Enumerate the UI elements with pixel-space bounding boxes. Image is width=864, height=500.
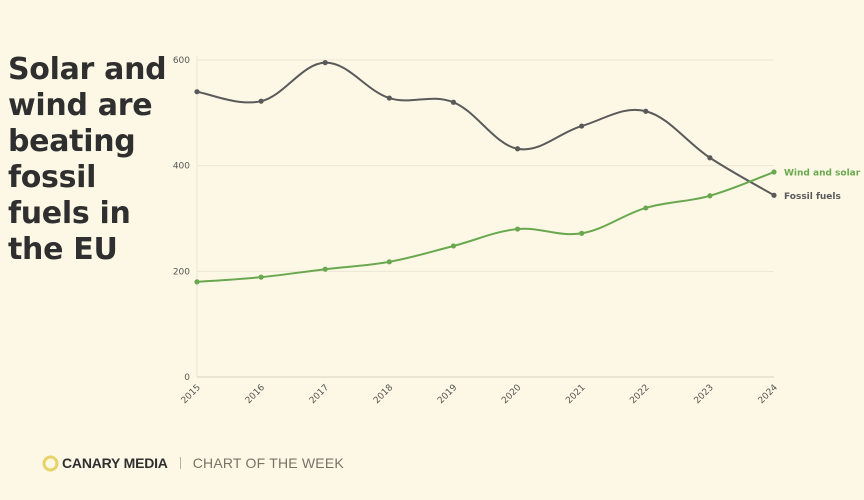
data-point-wind-and-solar (514, 226, 521, 232)
y-tick-label: 200 (173, 267, 190, 277)
data-point-fossil-fuels (386, 95, 392, 101)
data-point-wind-and-solar (322, 266, 328, 272)
x-tick-label: 2017 (308, 383, 331, 406)
x-tick-label: 2019 (436, 383, 459, 406)
data-point-wind-and-solar (450, 243, 457, 249)
footer-tagline: CHART OF THE WEEK (192, 455, 344, 471)
y-tick-label: 600 (173, 56, 190, 66)
data-point-fossil-fuels (322, 60, 328, 66)
x-tick-label: 2022 (628, 383, 651, 406)
y-axis-ticks: 0 200 400 600 (173, 56, 190, 383)
brand-name: CANARY MEDIA (62, 455, 168, 471)
series-labels: Fossil fuels Wind and solar (784, 169, 861, 202)
data-point-fossil-fuels (514, 146, 521, 152)
chart-grid (196, 56, 774, 378)
y-tick-label: 0 (184, 373, 190, 383)
data-point-fossil-fuels (771, 192, 777, 198)
data-point-wind-and-solar (386, 259, 392, 265)
x-tick-label: 2021 (564, 383, 587, 406)
headline: Solar and wind are beating fossil fuels … (8, 52, 167, 267)
series-lines (194, 60, 777, 285)
data-point-wind-and-solar (258, 274, 264, 280)
data-point-wind-and-solar (707, 193, 713, 199)
series-line-fossil-fuels (196, 61, 775, 197)
footer-divider (179, 457, 181, 469)
data-point-fossil-fuels (194, 89, 200, 95)
series-label-fossil-fuels: Fossil fuels (784, 192, 841, 202)
x-tick-label: 2023 (693, 383, 716, 406)
data-point-wind-and-solar (194, 279, 200, 285)
series-line-wind-and-solar (196, 171, 775, 283)
data-point-wind-and-solar (579, 230, 585, 236)
data-point-fossil-fuels (258, 98, 264, 104)
x-tick-label: 2024 (757, 383, 780, 406)
x-tick-label: 2015 (180, 383, 203, 406)
series-label-wind-and-solar: Wind and solar (784, 169, 861, 179)
data-point-fossil-fuels (643, 108, 649, 114)
canary-dot-icon (42, 455, 59, 471)
data-point-fossil-fuels (450, 99, 457, 105)
data-point-wind-and-solar (771, 169, 777, 175)
data-point-fossil-fuels (579, 123, 585, 129)
data-point-fossil-fuels (707, 155, 713, 161)
x-tick-label: 2016 (244, 383, 267, 406)
x-tick-label: 2020 (500, 383, 523, 406)
y-tick-label: 400 (173, 162, 190, 172)
x-tick-label: 2018 (372, 383, 395, 406)
footer: CANARY MEDIA CHART OF THE WEEK (42, 452, 344, 474)
x-axis-ticks: 2015 2016 2017 2018 2019 2020 2021 2022 2023 2024 (180, 383, 780, 406)
data-point-wind-and-solar (643, 205, 649, 211)
